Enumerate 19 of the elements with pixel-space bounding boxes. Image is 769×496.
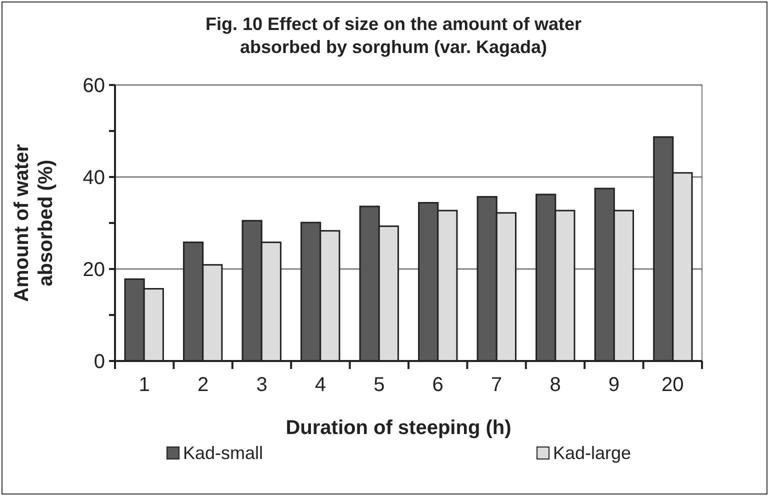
x-tick-label: 4 — [314, 374, 326, 396]
x-tick-label: 3 — [256, 374, 268, 396]
x-tick-label: 7 — [490, 374, 502, 396]
y-tick-label: 60 — [82, 75, 105, 97]
x-tick-label: 5 — [374, 374, 385, 396]
y-tick-label: 40 — [82, 167, 105, 189]
x-axis-title: Duration of steeping (h) — [286, 417, 512, 439]
x-tick-label: 1 — [138, 374, 150, 396]
y-tick-label: 0 — [94, 351, 105, 373]
chart-title: Fig. 10 Effect of size on the amount of water absorbed by sorghum (var. Kagada) — [205, 14, 582, 57]
x-tick-label: 6 — [432, 374, 444, 396]
y-axis-title: Amount of water absorbed (%) — [11, 144, 57, 302]
y-tick-label: 20 — [82, 259, 105, 281]
x-tick-label: 20 — [662, 374, 684, 396]
legend-label: Kad-large — [553, 443, 632, 463]
x-tick-label: 9 — [608, 374, 620, 396]
x-tick-label: 8 — [550, 374, 561, 396]
legend-label: Kad-small — [183, 443, 264, 463]
x-tick-label: 2 — [197, 374, 209, 396]
